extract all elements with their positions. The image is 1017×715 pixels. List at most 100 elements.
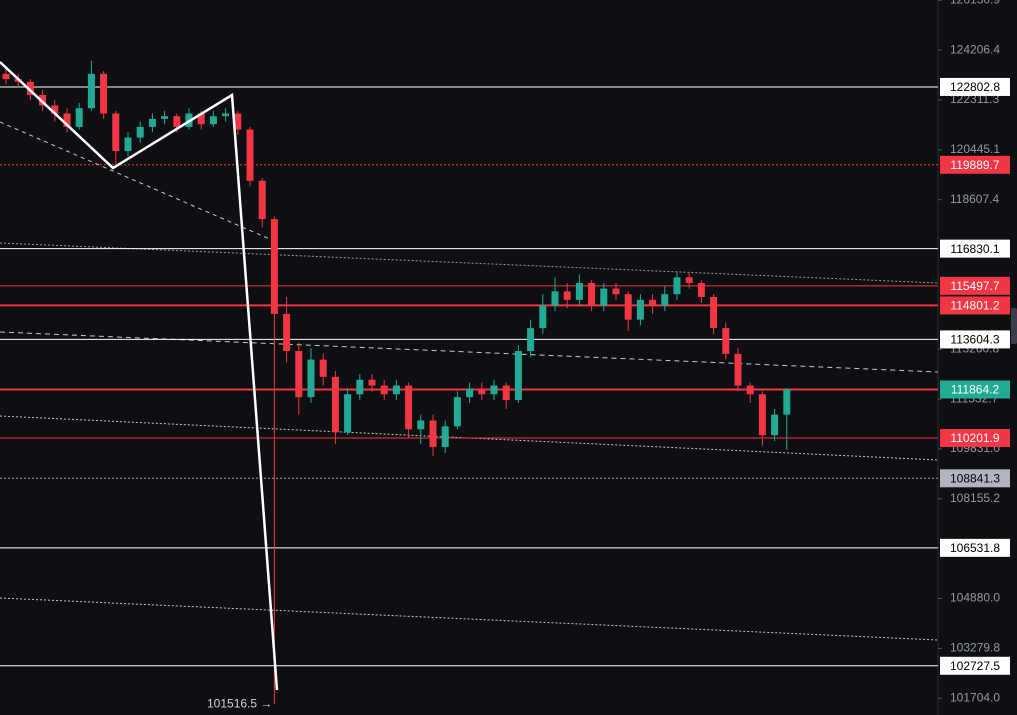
scroll-handle[interactable] <box>1011 308 1017 344</box>
level-label: 116830.1 <box>950 242 999 256</box>
price-axis-panel <box>938 0 1017 715</box>
candle-body <box>124 137 132 152</box>
candle-body <box>575 282 583 300</box>
candle-body <box>270 219 278 314</box>
candle-body <box>722 328 730 354</box>
y-tick-label: 108155.2 <box>950 491 1000 505</box>
candle-body <box>661 294 669 306</box>
y-tick-label: 101704.0 <box>950 690 1000 704</box>
y-tick-label: 126130.9 <box>950 0 1000 6</box>
candle-body <box>258 180 266 220</box>
level-label: 111864.2 <box>951 383 1000 397</box>
level-label-box <box>940 656 1010 675</box>
level-label-box <box>940 538 1010 557</box>
level-label: 110201.9 <box>950 431 999 445</box>
candle-body <box>746 385 754 395</box>
level-label: 102727.5 <box>950 659 1000 673</box>
candles <box>2 60 791 705</box>
candle-body <box>87 73 95 109</box>
level-label: 106531.8 <box>950 541 1000 555</box>
candle-body <box>26 81 34 95</box>
candle-body <box>502 385 510 401</box>
candle-body <box>478 388 486 395</box>
trend-line <box>0 121 273 241</box>
candle-body <box>100 73 108 114</box>
level-label: 119889.7 <box>950 158 999 172</box>
candle-body <box>490 385 498 395</box>
candle-body <box>380 385 388 395</box>
level-label: 113604.3 <box>950 333 999 347</box>
candle-body <box>417 420 425 430</box>
candle-body <box>283 313 291 351</box>
price-axis: 126130.9124206.4122311.3120445.1118607.4… <box>938 0 1010 704</box>
candle-body <box>551 291 559 306</box>
level-label-box <box>940 469 1010 488</box>
candle-body <box>783 389 791 415</box>
candle-body <box>51 105 59 114</box>
candle-body <box>112 113 120 152</box>
candle-body <box>734 353 742 386</box>
level-label: 115497.7 <box>950 279 999 293</box>
candle-body <box>148 118 156 127</box>
candle-body <box>234 113 242 130</box>
level-label: 114801.2 <box>950 299 999 313</box>
level-label: 108841.3 <box>950 471 1000 485</box>
candle-body <box>710 297 718 329</box>
trend-line <box>0 331 939 373</box>
level-label-box <box>940 155 1010 174</box>
candle-body <box>588 282 596 306</box>
candle-body <box>527 328 535 351</box>
level-label-box <box>940 239 1010 258</box>
candle-body <box>197 113 205 125</box>
zigzag-drawing <box>0 61 279 691</box>
candle-body <box>173 116 181 127</box>
y-tick-label: 120445.1 <box>950 142 1000 156</box>
candle-body <box>246 129 254 181</box>
y-tick-label: 124206.4 <box>950 42 1000 56</box>
candle-body <box>612 288 620 295</box>
y-tick-label: 118607.4 <box>950 192 999 206</box>
candle-body <box>624 294 632 320</box>
candle-body <box>758 394 766 436</box>
low-marker-label: 101516.5 → <box>207 696 272 710</box>
candle-body <box>600 288 608 306</box>
candle-body <box>307 359 315 398</box>
candle-body <box>2 73 10 80</box>
candle-body <box>136 126 144 138</box>
candle-body <box>209 116 217 125</box>
candle-body <box>466 388 474 398</box>
candle-body <box>368 379 376 386</box>
candle-body <box>697 282 705 298</box>
candle-body <box>344 394 352 433</box>
candle-body <box>429 420 437 447</box>
candle-body <box>356 379 364 395</box>
candle-body <box>636 299 644 320</box>
candle-body <box>649 299 657 306</box>
candle-body <box>771 414 779 436</box>
candle-body <box>685 277 693 283</box>
candle-body <box>75 108 83 127</box>
candle-body <box>392 385 400 395</box>
candle-body <box>63 113 71 127</box>
candle-body <box>563 291 571 300</box>
candle-body <box>222 113 230 117</box>
level-label: 122802.8 <box>950 80 1000 94</box>
candle-body <box>673 277 681 295</box>
candle-body <box>161 116 169 119</box>
level-label-box <box>940 380 1010 399</box>
level-label-box <box>940 429 1010 448</box>
candle-body <box>539 305 547 329</box>
y-tick-label: 103279.8 <box>950 641 1000 655</box>
trend-line <box>0 597 939 641</box>
trend-line <box>0 242 939 284</box>
candle-body <box>331 376 339 433</box>
levels <box>0 86 938 667</box>
level-label-box <box>940 276 1010 295</box>
candle-body <box>514 350 522 401</box>
candle-body <box>405 385 413 430</box>
candle-body <box>441 426 449 447</box>
candle-body <box>319 359 327 377</box>
